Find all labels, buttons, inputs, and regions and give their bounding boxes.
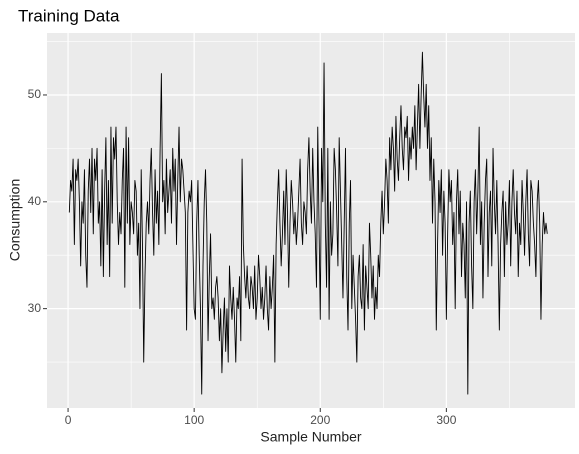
x-tick-label: 0 [65,413,72,427]
x-tick-label: 300 [436,413,456,427]
y-tick-label: 30 [28,301,42,315]
y-axis-label: Consumption [7,179,23,262]
x-tick-label: 200 [310,413,330,427]
chart-title: Training Data [18,6,120,25]
y-tick-label: 50 [28,87,42,101]
x-axis-label: Sample Number [260,429,361,445]
y-tick-label: 40 [28,194,42,208]
x-tick-label: 100 [184,413,204,427]
data-line [68,51,548,395]
